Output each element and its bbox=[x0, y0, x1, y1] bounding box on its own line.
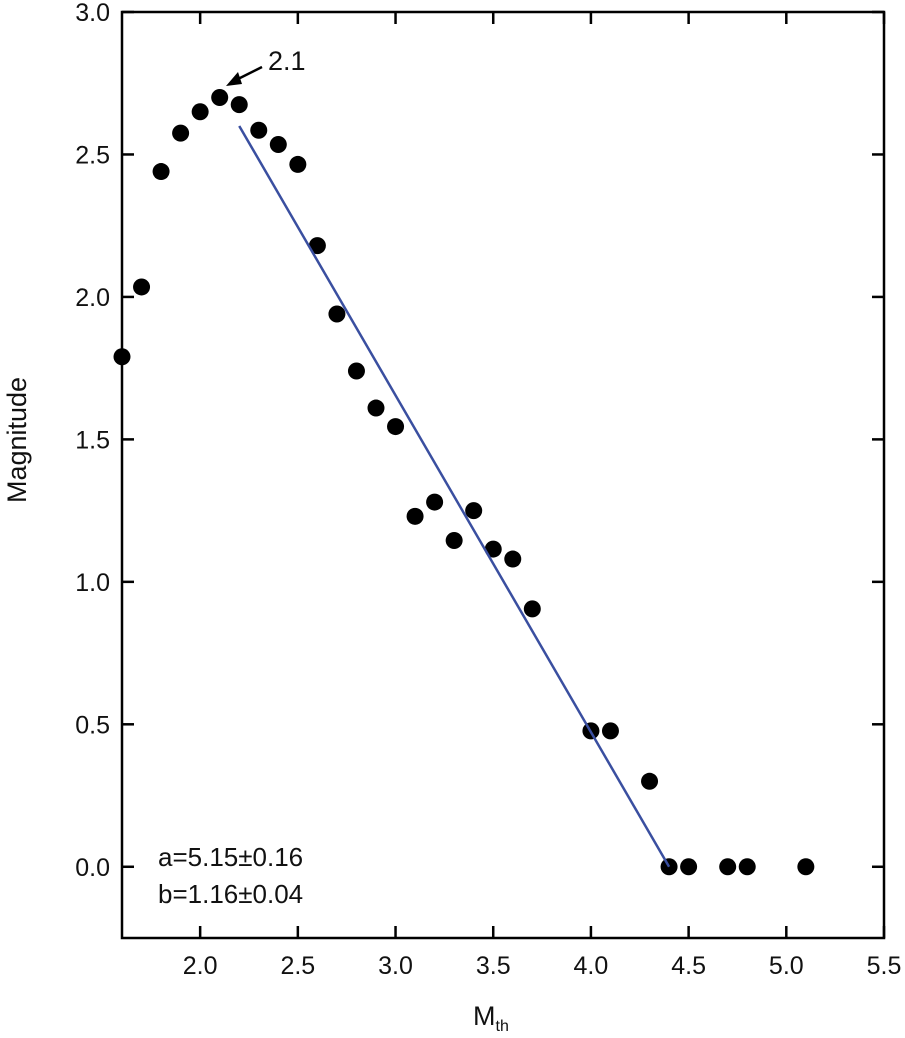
point bbox=[523, 600, 541, 618]
x-axis-label: Mth bbox=[473, 1001, 509, 1033]
x-tick-label: 4.0 bbox=[574, 952, 609, 980]
x-tick-label: 5.5 bbox=[867, 952, 902, 980]
point bbox=[601, 722, 619, 740]
x-axis-label-sub: th bbox=[496, 1018, 509, 1033]
point bbox=[133, 278, 151, 296]
y-axis-label: Magnitude bbox=[2, 377, 32, 503]
point bbox=[719, 858, 737, 876]
x-tick-label: 4.5 bbox=[671, 952, 706, 980]
point bbox=[328, 305, 346, 323]
x-tick-label: 5.0 bbox=[769, 952, 804, 980]
point bbox=[250, 121, 268, 139]
y-tick-label: 0.0 bbox=[75, 854, 110, 882]
annotation: b=1.16±0.04 bbox=[158, 879, 303, 909]
x-axis-label-main: M bbox=[473, 1001, 496, 1031]
point bbox=[191, 103, 209, 121]
y-tick-label: 2.0 bbox=[75, 284, 110, 312]
x-tick-label: 2.0 bbox=[183, 952, 218, 980]
point bbox=[269, 135, 287, 153]
point bbox=[484, 540, 502, 558]
x-tick-label: 3.0 bbox=[378, 952, 413, 980]
point bbox=[406, 507, 424, 525]
y-tick-label: 2.5 bbox=[75, 141, 110, 169]
annotation-arrow bbox=[235, 65, 263, 82]
x-tick-label: 2.5 bbox=[280, 952, 315, 980]
y-tick-label: 1.0 bbox=[75, 569, 110, 597]
point bbox=[504, 550, 522, 568]
y-tick-label: 0.5 bbox=[75, 711, 110, 739]
fit-line bbox=[238, 125, 671, 868]
point bbox=[426, 493, 444, 511]
point bbox=[308, 237, 326, 255]
point bbox=[445, 532, 463, 550]
point bbox=[347, 362, 365, 380]
plot-frame bbox=[120, 10, 886, 940]
point bbox=[211, 88, 229, 106]
annotation: 2.1 bbox=[268, 46, 306, 76]
point bbox=[289, 155, 307, 173]
point bbox=[172, 124, 190, 142]
point bbox=[680, 858, 698, 876]
point bbox=[465, 502, 483, 520]
point bbox=[113, 348, 131, 366]
annotation: a=5.15±0.16 bbox=[158, 842, 303, 872]
x-tick-label: 3.5 bbox=[476, 952, 511, 980]
y-tick-label: 1.5 bbox=[75, 426, 110, 454]
annotation-arrowhead bbox=[226, 72, 242, 86]
point bbox=[367, 399, 385, 417]
point bbox=[738, 858, 756, 876]
point bbox=[230, 96, 248, 114]
y-tick-label: 3.0 bbox=[75, 0, 110, 27]
point bbox=[387, 418, 405, 436]
point bbox=[152, 163, 170, 181]
point bbox=[797, 858, 815, 876]
point bbox=[641, 772, 659, 790]
